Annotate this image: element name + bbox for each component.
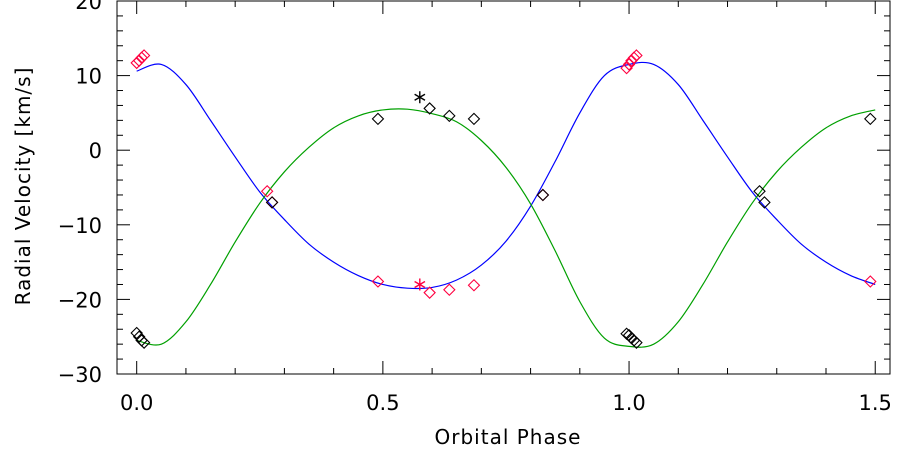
data-point-diamond: [627, 51, 641, 64]
data-point-diamond: [260, 184, 274, 198]
data-point-diamond: [467, 278, 481, 292]
data-point-asterisk: [414, 278, 426, 291]
curve-line-blue: [136, 61, 876, 290]
data-point-diamond: [265, 196, 279, 209]
data-point-diamond: [753, 184, 766, 198]
data-point-diamond: [625, 54, 638, 67]
data-point-diamond: [467, 112, 481, 126]
y-tick-label: 0: [89, 139, 102, 163]
data-point-diamond: [536, 188, 550, 202]
data-point-diamond: [627, 334, 641, 347]
y-tick-label: −20: [58, 288, 102, 312]
y-tick-label: −10: [58, 214, 102, 238]
x-tick-label: 0.5: [366, 391, 399, 415]
data-point-diamond: [864, 112, 877, 126]
data-point-diamond: [135, 51, 148, 64]
axes: 0.0 0.5 1.0 1.5 −30 −20 −10 0 10 20: [58, 0, 892, 415]
asterisk-stroke: [414, 280, 426, 289]
x-tick-label: 1.0: [612, 391, 645, 415]
axis-frame: [116, 0, 891, 375]
data-point-diamond: [758, 196, 771, 209]
y-axis-label: Radial Velocity [km/s]: [11, 67, 35, 306]
data-point-diamond: [443, 109, 456, 123]
data-point-diamond: [130, 326, 143, 340]
data-point-diamond: [630, 336, 643, 349]
data-point-diamond: [371, 275, 385, 288]
data-point-diamond: [371, 112, 385, 126]
y-tick-label: −30: [58, 363, 102, 387]
x-tick-label: 0.0: [120, 391, 153, 415]
data-point-diamond: [137, 49, 151, 62]
data-point-diamond: [423, 286, 436, 299]
x-axis-label: Orbital Phase: [435, 425, 582, 449]
y-tick-label: 10: [75, 65, 102, 89]
data-point-diamond: [864, 275, 877, 288]
asterisk-stroke: [414, 93, 426, 101]
data-point-diamond: [130, 56, 143, 70]
data-point-asterisk: [414, 91, 426, 104]
x-tick-label: 1.5: [859, 391, 892, 415]
data-point-diamond: [423, 102, 436, 115]
data-point-diamond: [630, 49, 643, 62]
data-point-diamond: [132, 54, 146, 67]
plot-area: [130, 49, 877, 349]
data-point-diamond: [620, 61, 633, 75]
data-point-diamond: [137, 336, 151, 349]
curve-line-green: [136, 108, 876, 348]
data-point-diamond: [443, 283, 456, 296]
y-tick-label: 20: [75, 0, 102, 14]
